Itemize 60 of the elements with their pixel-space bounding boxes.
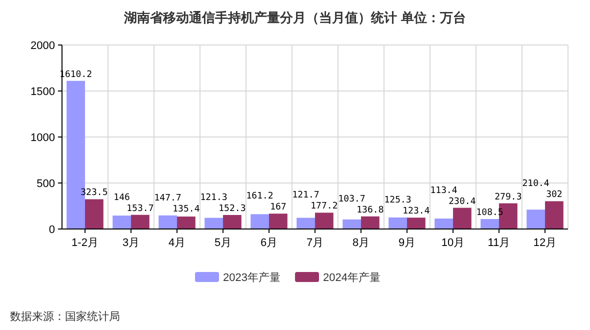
bar [342, 219, 361, 229]
data-label: 210.4 [522, 179, 550, 190]
bar [112, 216, 131, 229]
data-label: 121.7 [292, 190, 320, 201]
data-label: 323.5 [80, 188, 108, 198]
bar [315, 212, 334, 229]
data-label: 136.8 [356, 205, 384, 216]
data-label: 103.7 [338, 194, 366, 204]
x-tick-label: 6月 [260, 237, 278, 249]
x-tick-label: 5月 [214, 237, 232, 249]
y-tick-label: 0 [48, 224, 55, 236]
y-tick-label: 500 [36, 178, 55, 190]
bar [177, 216, 196, 229]
bar [85, 199, 104, 229]
data-label: 125.3 [384, 195, 412, 206]
x-tick-label: 1-2月 [72, 237, 98, 249]
bar [545, 201, 564, 229]
data-label: 146 [114, 192, 130, 203]
x-tick-label: 7月 [306, 237, 324, 249]
x-tick-label: 9月 [398, 237, 416, 249]
bar [361, 216, 380, 229]
bar [296, 218, 315, 229]
bar [434, 218, 453, 229]
data-label: 123.4 [402, 206, 430, 216]
data-label: 177.2 [310, 202, 338, 212]
x-tick-label: 11月 [488, 237, 510, 249]
data-label: 153.7 [126, 204, 154, 214]
bar [223, 214, 242, 229]
bar [407, 218, 426, 229]
y-tick-label: 1000 [30, 132, 55, 144]
data-label: 113.4 [430, 186, 458, 196]
y-tick-label: 2000 [30, 40, 55, 52]
data-label: 167 [270, 202, 286, 213]
data-label: 302 [546, 190, 562, 200]
source-note: 数据来源：国家统计局 [10, 310, 120, 323]
y-tick-label: 1500 [30, 86, 55, 98]
bar [204, 218, 223, 229]
bar [480, 219, 499, 229]
data-label: 152.3 [218, 204, 246, 214]
bar [158, 215, 177, 229]
bar [453, 208, 472, 229]
x-tick-label: 8月 [352, 237, 370, 249]
x-tick-label: 10月 [441, 237, 465, 249]
data-label: 230.4 [448, 196, 476, 207]
bar [250, 214, 269, 229]
bar [388, 217, 407, 229]
x-tick-label: 3月 [122, 237, 140, 249]
data-label: 121.3 [200, 192, 228, 203]
data-label: 135.4 [172, 204, 200, 214]
data-label: 147.7 [154, 193, 182, 204]
x-tick-label: 12月 [533, 237, 557, 249]
chart-title: 湖南省移动通信手持机产量分月（当月值）统计 单位：万台 [123, 10, 466, 25]
legend-label: 2023年产量 [223, 270, 280, 284]
x-tick-label: 4月 [168, 237, 186, 249]
bar [131, 214, 150, 229]
bar [269, 214, 288, 229]
data-label: 161.2 [246, 192, 274, 202]
data-label: 279.3 [494, 192, 522, 202]
bar [526, 210, 545, 229]
legend-label: 2024年产量 [323, 270, 380, 284]
